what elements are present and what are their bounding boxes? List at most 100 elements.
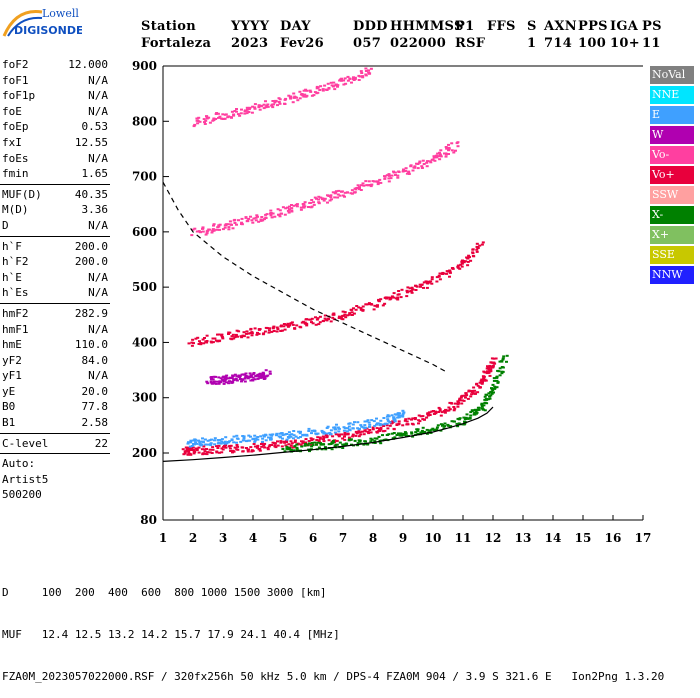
echo-point	[341, 314, 345, 317]
echo-point	[185, 449, 189, 452]
echo-point	[412, 166, 416, 169]
header-label-4: HHMMSS	[390, 19, 464, 34]
echo-point	[269, 209, 273, 212]
echo-point	[351, 435, 355, 438]
echo-point	[383, 423, 386, 426]
echo-point	[262, 434, 266, 437]
echo-point	[287, 94, 291, 97]
echo-point	[278, 209, 282, 212]
echo-point	[304, 438, 308, 441]
echo-point	[203, 123, 207, 125]
echo-point	[310, 317, 314, 320]
echo-point	[356, 442, 360, 445]
echo-point	[285, 441, 289, 444]
echo-point	[404, 418, 408, 421]
echo-point	[294, 435, 298, 438]
echo-point	[345, 430, 349, 433]
echo-point	[367, 69, 371, 72]
echo-point	[283, 213, 287, 216]
echo-point	[300, 93, 304, 95]
echo-point	[218, 380, 222, 383]
echo-point	[190, 341, 194, 344]
echo-point	[390, 295, 394, 298]
echo-point	[197, 451, 201, 454]
echo-point	[337, 434, 341, 437]
echo-point	[419, 431, 423, 434]
y-axis: 80 200 300 400 500 600 700 800 900	[132, 59, 169, 527]
echo-point	[246, 219, 250, 222]
echo-point	[220, 438, 224, 441]
echo-point	[255, 374, 259, 377]
echo-point	[391, 420, 395, 423]
echo-point	[289, 95, 293, 98]
echo-point	[269, 212, 272, 215]
profile-curves	[162, 181, 494, 462]
echo-point	[250, 449, 254, 452]
echo-point	[281, 329, 284, 332]
echo-point	[322, 199, 326, 202]
param-label: foF2	[2, 58, 29, 71]
echo-point	[422, 163, 426, 165]
echo-point	[498, 360, 502, 363]
echo-point	[424, 280, 428, 283]
echo-point	[413, 418, 417, 421]
echo-point	[230, 376, 234, 379]
echo-point	[273, 444, 277, 447]
header-value-9: 100	[578, 36, 607, 51]
echo-point	[193, 450, 197, 453]
echo-point	[327, 87, 331, 90]
echo-point	[262, 332, 266, 335]
echo-point	[433, 159, 437, 162]
echo-point	[487, 392, 491, 395]
echo-point	[343, 77, 347, 80]
echo-point	[242, 331, 246, 334]
echo-point	[266, 103, 270, 106]
echo-point	[427, 281, 431, 284]
param-value: 84.0	[81, 353, 109, 367]
echo-point	[282, 325, 286, 328]
legend-item: W	[650, 126, 694, 144]
echo-point	[437, 411, 441, 413]
echo-point	[458, 397, 462, 400]
echo-point	[322, 438, 325, 441]
param-label: h`F	[2, 239, 22, 253]
echo-point	[405, 420, 409, 423]
echo-point	[473, 389, 477, 392]
echo-point	[266, 448, 270, 451]
echo-point	[378, 178, 382, 181]
echo-point	[482, 404, 486, 407]
echo-point	[310, 429, 314, 432]
echo-point	[343, 433, 347, 436]
echo-point	[387, 415, 391, 418]
echo-point	[388, 421, 392, 424]
echo-point	[273, 215, 277, 218]
echo-point	[205, 334, 209, 337]
echo-point	[469, 414, 473, 417]
echo-point	[403, 431, 407, 434]
echo-point	[401, 412, 405, 415]
echo-point	[471, 255, 475, 257]
footer-muf-values: 12.4 12.5 13.2 14.2 15.7 17.9 24.1 40.4 …	[41, 628, 340, 641]
echo-point	[430, 276, 434, 279]
echo-point	[265, 213, 269, 216]
echo-point	[438, 409, 442, 412]
echo-point	[299, 436, 302, 438]
echo-point	[315, 318, 319, 321]
echo-point	[342, 79, 346, 82]
param-value: 22	[94, 436, 108, 450]
echo-point	[265, 104, 269, 107]
echo-point	[373, 437, 377, 440]
echo-point	[406, 423, 410, 426]
echo-point	[281, 434, 285, 437]
y-tick-label: 200	[132, 446, 157, 460]
echo-point	[235, 223, 238, 226]
echo-point	[409, 290, 413, 292]
echo-point	[350, 192, 354, 195]
echo-point	[286, 325, 290, 328]
echo-point	[197, 439, 200, 442]
echo-point	[302, 203, 306, 206]
param-value: 0.53	[81, 120, 109, 134]
echo-point	[333, 426, 337, 429]
echo-point	[224, 436, 228, 439]
echo-point	[434, 410, 438, 413]
